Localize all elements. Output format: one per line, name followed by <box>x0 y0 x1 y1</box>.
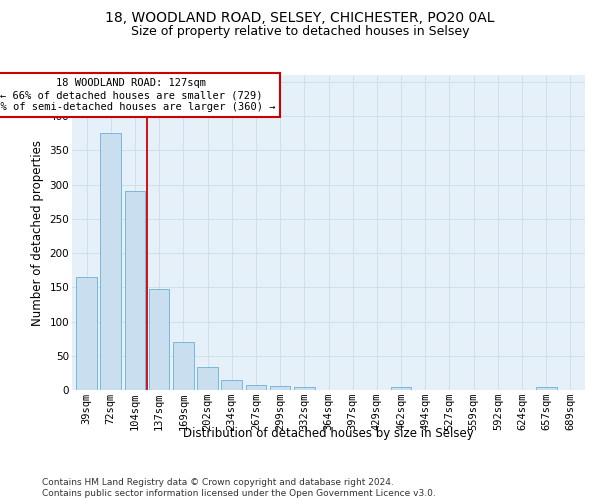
Text: 18 WOODLAND ROAD: 127sqm
← 66% of detached houses are smaller (729)
33% of semi-: 18 WOODLAND ROAD: 127sqm ← 66% of detach… <box>0 78 275 112</box>
Text: Size of property relative to detached houses in Selsey: Size of property relative to detached ho… <box>131 25 469 38</box>
Bar <box>245 385 266 390</box>
Bar <box>536 388 557 390</box>
Bar <box>270 386 290 390</box>
Bar <box>221 380 242 390</box>
Bar <box>173 342 194 390</box>
Text: 18, WOODLAND ROAD, SELSEY, CHICHESTER, PO20 0AL: 18, WOODLAND ROAD, SELSEY, CHICHESTER, P… <box>105 12 495 26</box>
Y-axis label: Number of detached properties: Number of detached properties <box>31 140 44 326</box>
Bar <box>294 386 314 390</box>
Bar <box>149 288 169 390</box>
Bar <box>100 133 121 390</box>
Bar <box>197 368 218 390</box>
Text: Distribution of detached houses by size in Selsey: Distribution of detached houses by size … <box>184 428 474 440</box>
Bar <box>391 388 412 390</box>
Bar <box>76 277 97 390</box>
Bar <box>125 192 145 390</box>
Text: Contains HM Land Registry data © Crown copyright and database right 2024.
Contai: Contains HM Land Registry data © Crown c… <box>42 478 436 498</box>
